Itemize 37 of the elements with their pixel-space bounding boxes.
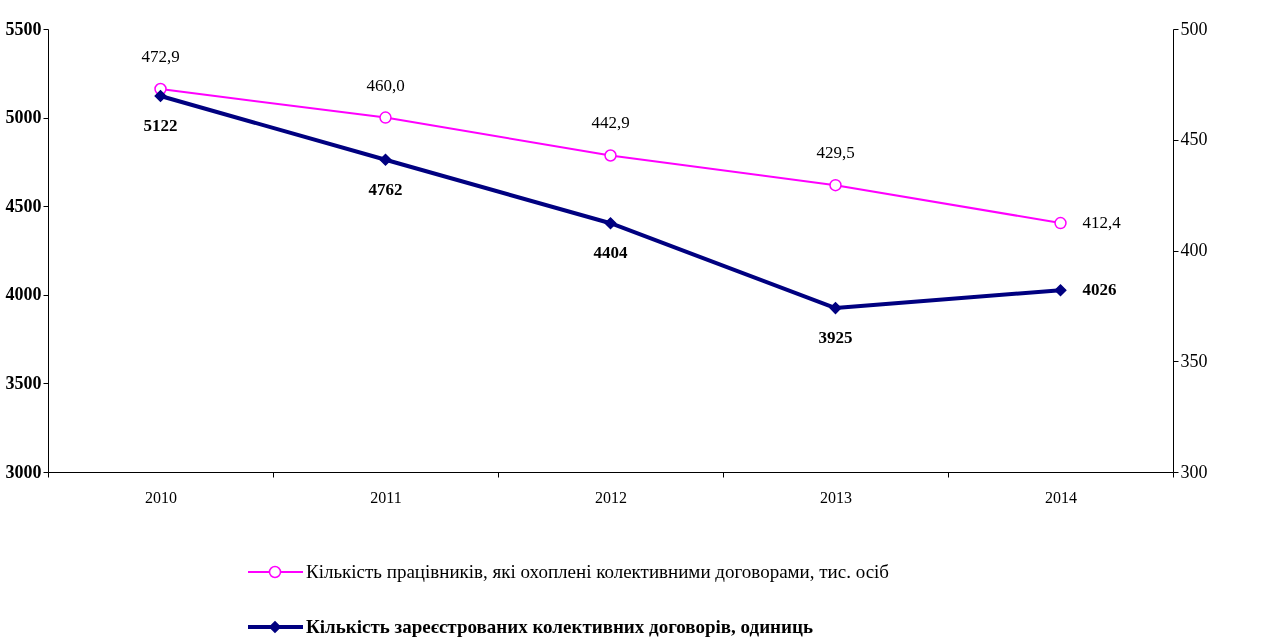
y-tick-label: 5500 — [5, 18, 42, 39]
y2-tick-label: 300 — [1180, 461, 1208, 482]
point — [1054, 284, 1067, 297]
point — [604, 217, 617, 230]
x-tick-label: 2010 — [145, 488, 177, 506]
y2-tick-label: 350 — [1180, 350, 1208, 371]
point — [1054, 216, 1067, 230]
y2-tick-label: 450 — [1180, 129, 1208, 150]
point — [829, 302, 842, 315]
data-label: 3925 — [818, 328, 853, 348]
data-label: 4404 — [593, 243, 628, 263]
point — [829, 178, 842, 192]
data-label: 429,5 — [816, 143, 855, 163]
y-tick-label: 3500 — [5, 372, 42, 393]
x-tick-label: 2014 — [1045, 488, 1077, 506]
data-label: 442,9 — [591, 113, 630, 133]
data-label: 4026 — [1082, 280, 1117, 300]
point — [379, 111, 392, 124]
point — [379, 153, 392, 166]
data-label: 472,9 — [141, 47, 180, 67]
x-tick-label: 2013 — [820, 488, 852, 506]
x-tick-label: 2012 — [595, 488, 627, 506]
y2-tick-label: 400 — [1180, 240, 1208, 260]
y-tick-label: 5000 — [5, 107, 42, 128]
point — [604, 149, 617, 162]
y-tick-label: 4500 — [5, 195, 42, 216]
legend-label: Кількість зареєстрованих колективних договорів, одиниць — [306, 616, 813, 637]
data-label: 460,0 — [366, 75, 405, 95]
y-tick-label: 4000 — [5, 284, 42, 305]
y-tick-label: 3000 — [5, 461, 42, 482]
point — [154, 89, 167, 102]
legend-label: Кількість працівників, які охоплені колективними договорами, тис. осіб — [306, 561, 890, 582]
data-label: 412,4 — [1082, 213, 1122, 233]
y2-tick-label: 500 — [1180, 18, 1208, 39]
x-tick-label: 2011 — [370, 488, 402, 506]
data-label: 5122 — [143, 115, 178, 135]
data-label: 4762 — [368, 179, 403, 199]
